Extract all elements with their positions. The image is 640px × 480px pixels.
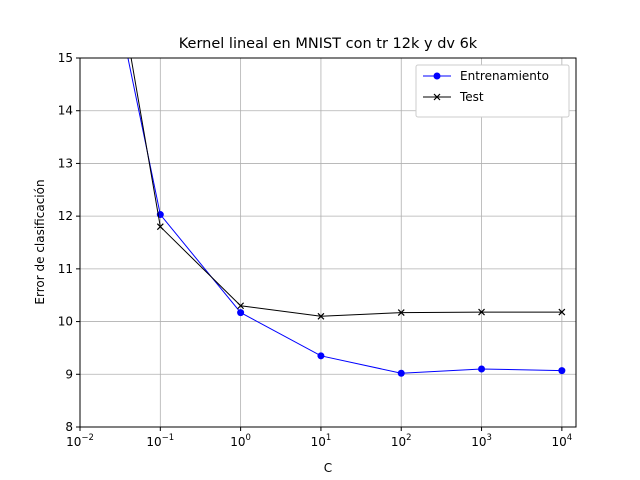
data-point bbox=[478, 365, 486, 373]
plot-area bbox=[127, 58, 566, 377]
data-point bbox=[317, 352, 325, 360]
x-tick-label: 101 bbox=[311, 433, 332, 449]
y-tick-label: 13 bbox=[58, 156, 73, 170]
data-point bbox=[237, 309, 245, 317]
data-point bbox=[317, 312, 325, 320]
data-point bbox=[478, 308, 485, 316]
x-tick-label: 103 bbox=[471, 433, 492, 449]
y-tick-label: 9 bbox=[65, 367, 73, 381]
y-tick-label: 12 bbox=[58, 209, 73, 223]
x-tick-label: 10−1 bbox=[146, 433, 174, 449]
y-axis-label: Error de clasificación bbox=[33, 179, 47, 304]
x-tick-label: 10−2 bbox=[66, 433, 94, 449]
y-tick-label: 15 bbox=[58, 51, 73, 65]
y-tick-label: 14 bbox=[58, 104, 73, 118]
data-point bbox=[558, 367, 566, 375]
legend-label: Test bbox=[459, 90, 484, 104]
data-point bbox=[397, 369, 405, 377]
legend-label: Entrenamiento bbox=[460, 69, 549, 83]
data-point bbox=[156, 223, 164, 231]
axes-frame bbox=[79, 57, 577, 428]
y-tick-label: 10 bbox=[58, 315, 73, 329]
legend-marker bbox=[433, 93, 441, 101]
y-tick-label: 11 bbox=[58, 262, 73, 276]
data-point bbox=[558, 308, 566, 316]
data-point bbox=[237, 302, 245, 310]
data-point bbox=[397, 309, 405, 317]
x-tick-label: 104 bbox=[552, 433, 573, 449]
legend-box bbox=[415, 64, 570, 118]
x-axis-label: C bbox=[324, 461, 332, 475]
x-tick-label: 100 bbox=[230, 433, 251, 449]
x-tick-label: 102 bbox=[391, 433, 412, 449]
legend-marker bbox=[433, 72, 441, 80]
y-tick-label: 8 bbox=[65, 420, 73, 434]
chart-title: Kernel lineal en MNIST con tr 12k y dv 6… bbox=[179, 36, 478, 52]
